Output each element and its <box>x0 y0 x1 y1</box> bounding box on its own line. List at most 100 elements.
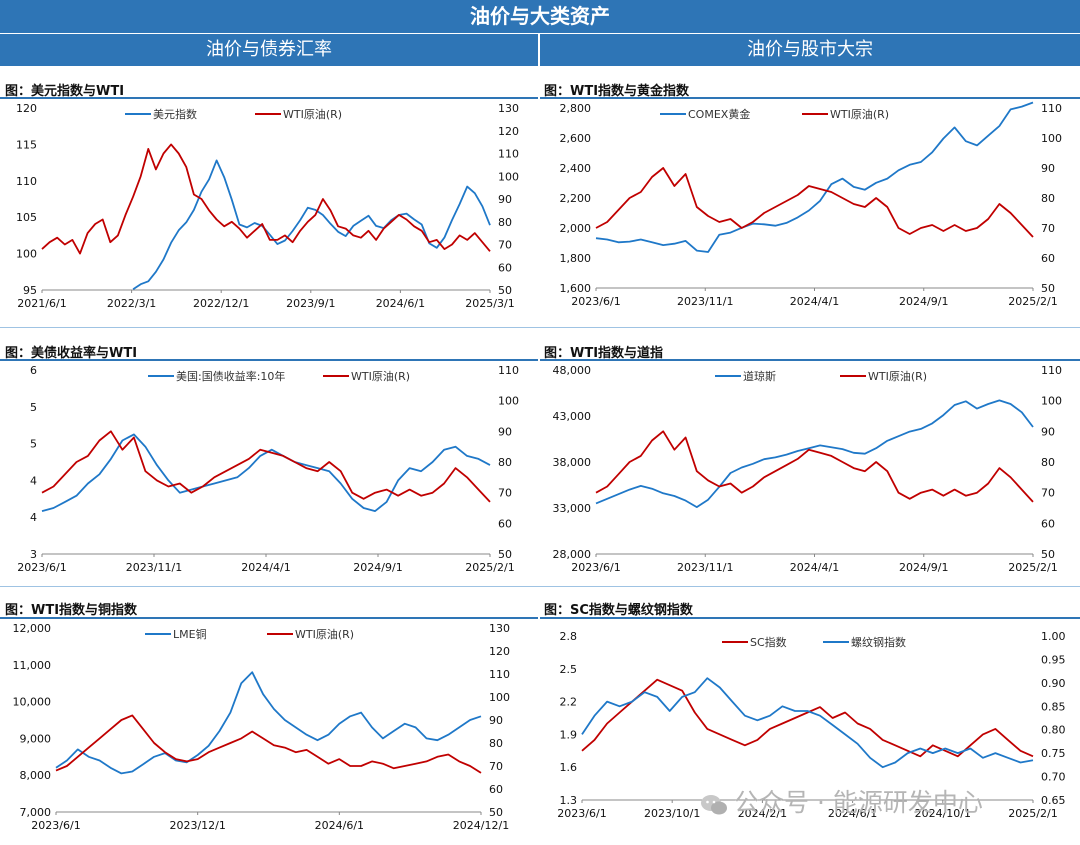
y-left-tick-label: 48,000 <box>553 364 592 377</box>
x-tick-label: 2023/11/1 <box>677 295 733 308</box>
y-right-tick-label: 60 <box>498 261 512 274</box>
panel-rule <box>0 359 538 361</box>
legend-label: 美元指数 <box>153 107 197 121</box>
y-right-tick-label: 110 <box>1041 364 1062 377</box>
panel-rule <box>0 617 538 619</box>
y-left-tick-label: 2,600 <box>560 132 592 145</box>
y-right-tick-label: 110 <box>489 668 510 681</box>
section-header-left: 油价与债券汇率 <box>0 33 538 66</box>
chart-copper-wti: 7,000 8,000 9,000 10,000 11,000 12,000 50 60 70 8… <box>13 622 511 832</box>
y-right-tick-label: 90 <box>498 425 512 438</box>
series-line <box>132 159 491 291</box>
y-right-tick-label: 60 <box>1041 252 1055 265</box>
x-tick-label: 2024/4/1 <box>790 561 839 574</box>
x-tick-label: 2023/9/1 <box>286 297 335 310</box>
y-right-tick-label: 70 <box>1041 487 1055 500</box>
y-right-tick-label: 90 <box>489 714 503 727</box>
x-tick-label: 2024/9/1 <box>353 561 402 574</box>
x-tick-label: 2024/6/1 <box>376 297 425 310</box>
y-left-tick-label: 11,000 <box>13 659 52 672</box>
y-right-tick-label: 100 <box>498 395 519 408</box>
y-right-tick-label: 90 <box>1041 162 1055 175</box>
y-right-tick-label: 60 <box>489 783 503 796</box>
y-left-tick-label: 33,000 <box>553 502 592 515</box>
series-line <box>55 714 482 774</box>
y-right-tick-label: 0.70 <box>1041 771 1066 784</box>
x-tick-label: 2024/4/1 <box>790 295 839 308</box>
y-right-tick-label: 0.90 <box>1041 677 1066 690</box>
x-tick-label: 2024/10/1 <box>915 807 971 820</box>
watermark-text: 公众号 · 能源研发中心 <box>734 788 983 817</box>
y-left-tick-label: 6 <box>30 364 37 377</box>
y-right-tick-label: 120 <box>498 125 519 138</box>
legend-label: WTI原油(R) <box>351 369 410 383</box>
x-tick-label: 2023/12/1 <box>169 819 225 832</box>
y-right-tick-label: 90 <box>498 193 512 206</box>
y-left-tick-label: 4 <box>30 511 37 524</box>
x-tick-label: 2025/3/1 <box>465 297 514 310</box>
y-left-tick-label: 120 <box>16 102 37 115</box>
chart-usd-wti: 95 100 105 110 115 120 50 60 70 80 90 100 110 120 130 2… <box>16 102 519 310</box>
y-right-tick-label: 70 <box>498 239 512 252</box>
x-tick-label: 2024/6/1 <box>315 819 364 832</box>
series-line <box>41 433 491 513</box>
y-right-tick-label: 50 <box>498 548 512 561</box>
y-right-tick-label: 50 <box>498 284 512 297</box>
watermark: 公众号 · 能源研发中心 <box>700 783 983 819</box>
y-right-tick-label: 100 <box>1041 395 1062 408</box>
series-line <box>55 671 482 775</box>
y-left-tick-label: 1.3 <box>560 794 578 807</box>
y-right-tick-label: 70 <box>1041 222 1055 235</box>
legend-label: 道琼斯 <box>743 369 776 383</box>
x-tick-label: 2023/11/1 <box>677 561 733 574</box>
chart-title-dow-wti: 图：WTI指数与道指 <box>544 346 664 361</box>
x-tick-label: 2024/9/1 <box>899 295 948 308</box>
y-left-tick-label: 12,000 <box>13 622 52 635</box>
y-right-tick-label: 80 <box>498 456 512 469</box>
x-tick-label: 2022/3/1 <box>107 297 156 310</box>
legend-label: 美国:国债收益率:10年 <box>176 369 285 383</box>
series-line <box>41 430 491 503</box>
page-banner: 油价与大类资产 <box>0 0 1080 33</box>
legend-label: WTI原油(R) <box>868 369 927 383</box>
y-left-tick-label: 8,000 <box>20 769 52 782</box>
x-tick-label: 2023/10/1 <box>644 807 700 820</box>
y-right-tick-label: 50 <box>1041 548 1055 561</box>
y-right-tick-label: 50 <box>489 806 503 819</box>
chart-title-yield-wti: 图：美债收益率与WTI <box>5 346 138 361</box>
y-right-tick-label: 120 <box>489 645 510 658</box>
y-right-tick-label: 60 <box>498 517 512 530</box>
y-right-tick-label: 80 <box>489 737 503 750</box>
y-left-tick-label: 43,000 <box>553 410 592 423</box>
wechat-icon <box>700 793 728 815</box>
row-divider <box>0 586 1080 587</box>
y-right-tick-label: 110 <box>498 364 519 377</box>
y-right-tick-label: 80 <box>498 216 512 229</box>
chart-title-usd-wti: 图：美元指数与WTI <box>5 84 125 99</box>
x-tick-label: 2022/12/1 <box>193 297 249 310</box>
y-left-tick-label: 1,600 <box>560 282 592 295</box>
y-left-tick-label: 5 <box>30 401 37 414</box>
legend-label: SC指数 <box>750 635 787 649</box>
legend-label: LME铜 <box>173 627 207 641</box>
y-left-tick-label: 4 <box>30 474 37 487</box>
legend-label: WTI原油(R) <box>830 107 889 121</box>
legend-label: WTI原油(R) <box>283 107 342 121</box>
x-tick-label: 2023/6/1 <box>31 819 80 832</box>
y-left-tick-label: 105 <box>16 211 37 224</box>
y-right-tick-label: 0.80 <box>1041 724 1066 737</box>
y-left-tick-label: 1,800 <box>560 252 592 265</box>
y-right-tick-label: 0.85 <box>1041 700 1066 713</box>
x-tick-label: 2024/9/1 <box>899 561 948 574</box>
y-right-tick-label: 130 <box>498 102 519 115</box>
y-right-tick-label: 90 <box>1041 425 1055 438</box>
y-right-tick-label: 100 <box>1041 132 1062 145</box>
y-left-tick-label: 100 <box>16 248 37 261</box>
y-left-tick-label: 1.9 <box>560 728 578 741</box>
x-tick-label: 2023/6/1 <box>17 561 66 574</box>
x-tick-label: 2023/11/1 <box>126 561 182 574</box>
chart-title-sc-rebar: 图：SC指数与螺纹钢指数 <box>544 603 693 618</box>
y-left-tick-label: 2,200 <box>560 192 592 205</box>
x-tick-label: 2024/4/1 <box>241 561 290 574</box>
series-line <box>595 101 1034 253</box>
